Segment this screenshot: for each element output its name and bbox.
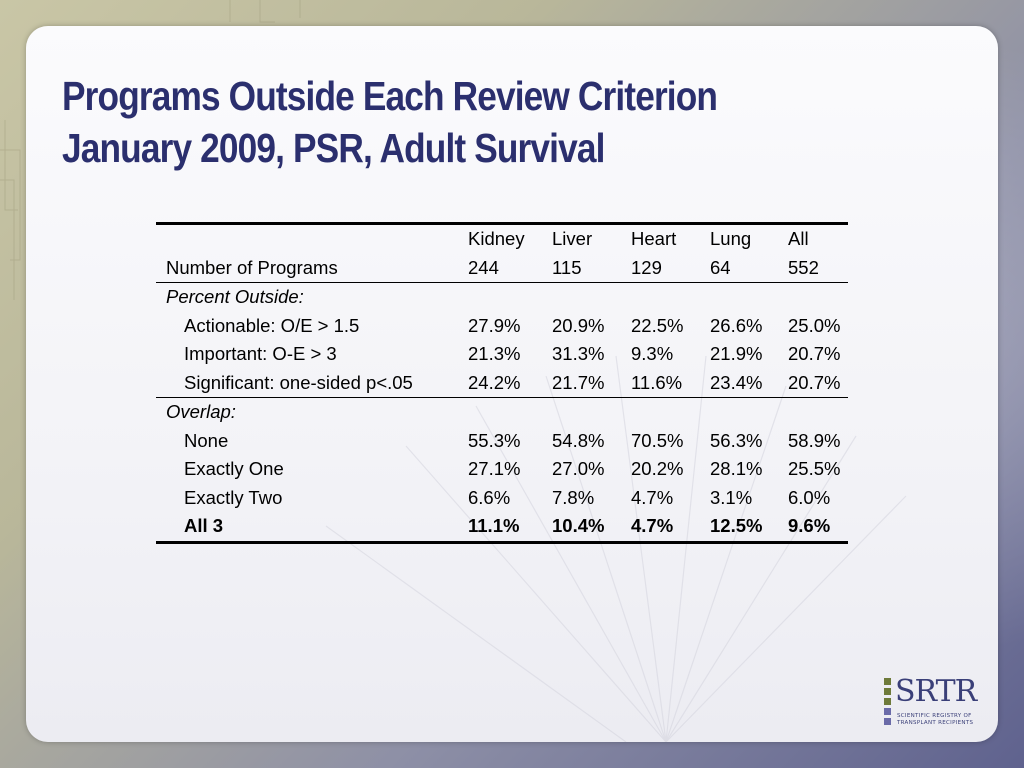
table-cell: 4.7% [621,512,700,544]
row-label: None [184,429,229,451]
row-label: Important: O-E > 3 [184,343,337,365]
table-cell: 20.7% [778,368,848,398]
table-row: Exactly Two 6.6% 7.8% 4.7% 3.1% 6.0% [156,484,848,513]
header-cell-heart: Heart [621,222,700,254]
slide-panel: Programs Outside Each Review Criterion J… [26,26,998,742]
table-cell: 27.9% [468,314,521,336]
table-cell: 21.7% [542,368,621,398]
section-heading-row: Overlap: [156,398,848,427]
table-cell: 56.3% [710,429,763,451]
table-header-row: Kidney Liver Heart Lung All [156,222,848,254]
background-rays [325,355,907,742]
table-cell: 115 [542,253,621,283]
table-cell: 31.3% [552,343,605,365]
table-cell: 28.1% [710,458,763,480]
table-cell: 3.1% [710,486,753,508]
row-label: Number of Programs [156,253,458,283]
table-cell: 6.6% [468,486,511,508]
slide-title: Programs Outside Each Review Criterion J… [62,70,836,174]
table-cell: 20.9% [552,314,605,336]
table-cell: 27.1% [468,458,521,480]
logo-dots-icon [884,676,894,725]
logo-subtitle-line-1: SCIENTIFIC REGISTRY OF [897,713,972,719]
table-cell: 129 [621,253,700,283]
section-label-percent-outside: Percent Outside: [166,286,304,308]
table-cell: 552 [778,253,848,283]
table-header-row: Number of Programs 244 115 129 64 552 [156,253,848,283]
table-cell: 26.6% [710,314,763,336]
slide-title-line-1: Programs Outside Each Review Criterion [62,73,718,119]
table-cell: 27.0% [552,458,605,480]
table-cell: 24.2% [458,368,542,398]
table-cell: 70.5% [631,429,684,451]
table-cell: 55.3% [468,429,521,451]
header-cell-lung: Lung [700,222,778,254]
table-row: Actionable: O/E > 1.5 27.9% 20.9% 22.5% … [156,312,848,341]
header-cell [156,222,458,254]
logo-mark: SRTR [895,674,977,709]
table-cell: 64 [700,253,778,283]
row-label: Significant: one-sided p<.05 [156,368,458,398]
table-row: None 55.3% 54.8% 70.5% 56.3% 58.9% [156,427,848,456]
table-cell: 9.3% [631,343,674,365]
table-cell: 9.6% [778,512,848,544]
header-cell-kidney: Kidney [458,222,542,254]
logo-subtitle-line-2: TRANSPLANT RECIPIENTS [897,720,974,726]
section-label-overlap: Overlap: [166,401,236,423]
logo-subtitle: SCIENTIFIC REGISTRY OF TRANSPLANT RECIPI… [897,713,992,727]
table-cell: 20.7% [788,343,841,365]
row-label: Actionable: O/E > 1.5 [184,314,360,336]
table-cell: 11.1% [458,512,542,544]
header-cell-liver: Liver [542,222,621,254]
table-cell: 22.5% [631,314,684,336]
table-cell: 25.5% [788,458,841,480]
table-cell: 12.5% [700,512,778,544]
table-cell: 4.7% [631,486,674,508]
header-cell-all: All [778,222,848,254]
table-cell: 20.2% [631,458,684,480]
table-row: Important: O-E > 3 21.3% 31.3% 9.3% 21.9… [156,340,848,369]
table-cell: 25.0% [788,314,841,336]
table-cell: 54.8% [552,429,605,451]
table-cell: 21.3% [468,343,521,365]
table-cell: 21.9% [710,343,763,365]
row-label: Exactly One [184,458,284,480]
table-cell: 6.0% [788,486,831,508]
table-row: Exactly One 27.1% 27.0% 20.2% 28.1% 25.5… [156,455,848,484]
programs-outside-criterion-table: Kidney Liver Heart Lung All Number of Pr… [156,222,848,544]
row-label: All 3 [156,512,458,544]
slide-title-line-2: January 2009, PSR, Adult Survival [62,125,605,171]
row-label: Exactly Two [184,486,283,508]
table-cell: 23.4% [700,368,778,398]
table-cell: 244 [458,253,542,283]
table-row: Significant: one-sided p<.05 24.2% 21.7%… [156,368,848,398]
table-cell: 58.9% [788,429,841,451]
table-cell: 10.4% [542,512,621,544]
section-heading-row: Percent Outside: [156,283,848,312]
table-cell: 7.8% [552,486,595,508]
table-cell: 11.6% [621,368,700,398]
srtr-logo: SRTR SCIENTIFIC REGISTRY OF TRANSPLANT R… [884,674,988,728]
table-row: All 3 11.1% 10.4% 4.7% 12.5% 9.6% [156,512,848,544]
